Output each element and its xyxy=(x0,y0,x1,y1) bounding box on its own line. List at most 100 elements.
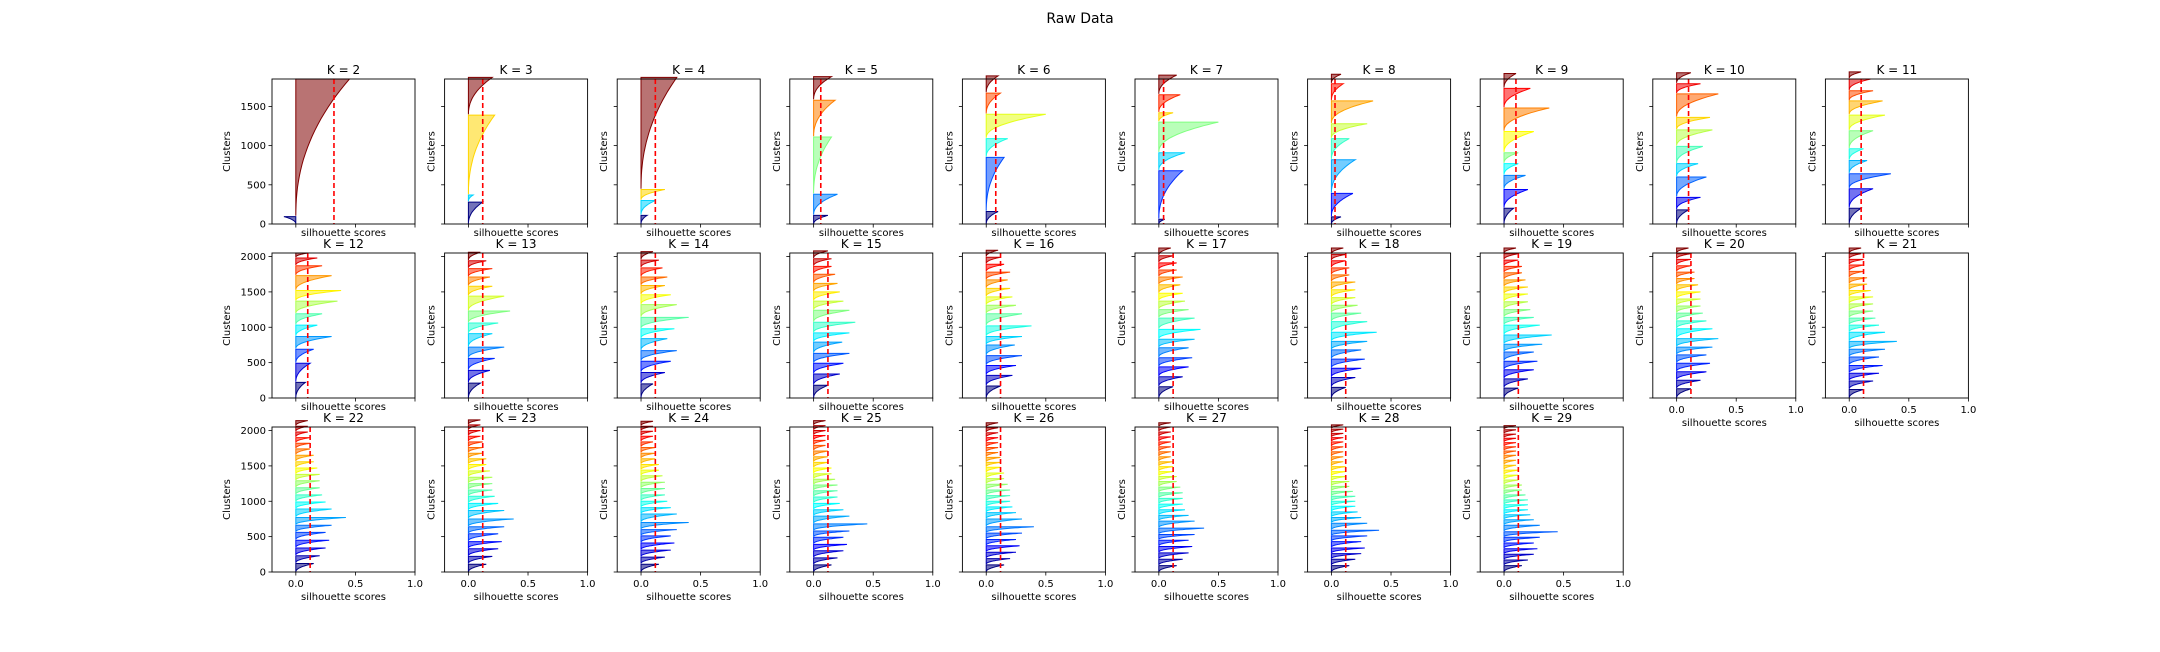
silhouette-cluster xyxy=(985,271,1011,280)
silhouette-cluster xyxy=(1848,356,1880,365)
silhouette-cluster xyxy=(467,476,493,484)
silhouette-cluster xyxy=(467,548,499,556)
subplot-title: K = 28 xyxy=(1359,411,1400,425)
subplot-k4: K = 4 silhouette scores Clusters xyxy=(599,63,761,239)
x-tick-label: 0.5 xyxy=(1728,405,1744,416)
axes-frame xyxy=(271,252,416,399)
silhouette-cluster xyxy=(1330,304,1358,313)
silhouette-cluster xyxy=(1848,296,1874,304)
silhouette-cluster xyxy=(1330,367,1362,377)
silhouette-cluster xyxy=(813,291,840,301)
silhouette-cluster xyxy=(295,480,320,488)
silhouette-cluster xyxy=(813,300,844,310)
axes-frame xyxy=(789,426,934,573)
silhouette-cluster xyxy=(985,256,1001,264)
silhouette-cluster xyxy=(295,431,308,437)
silhouette-cluster xyxy=(813,136,833,194)
silhouette-cluster xyxy=(1158,357,1193,367)
silhouette-cluster xyxy=(467,357,495,370)
silhouette-cluster xyxy=(1503,548,1538,554)
x-axis-label: silhouette scores xyxy=(474,228,559,239)
x-axis-label: silhouette scores xyxy=(646,228,731,239)
silhouette-cluster xyxy=(640,294,671,305)
axes-frame xyxy=(444,426,589,573)
silhouette-cluster xyxy=(1676,258,1691,266)
silhouette-cluster xyxy=(985,287,1011,297)
silhouette-cluster xyxy=(1503,163,1519,175)
silhouette-cluster xyxy=(467,310,511,323)
silhouette-cluster xyxy=(467,276,491,286)
silhouette-cluster xyxy=(640,328,675,339)
silhouette-cluster xyxy=(295,300,338,314)
silhouette-cluster xyxy=(640,475,663,482)
y-axis-label: Clusters xyxy=(1462,305,1473,346)
silhouette-cluster xyxy=(985,279,1008,288)
subplot-title: K = 7 xyxy=(1190,63,1223,77)
silhouette-cluster xyxy=(1848,348,1886,357)
axes-frame xyxy=(616,426,761,573)
silhouette-cluster xyxy=(640,200,656,215)
subplot-title: K = 26 xyxy=(1013,411,1054,425)
silhouette-cluster xyxy=(1503,433,1517,438)
axes-frame xyxy=(789,78,934,225)
y-tick-label: 1000 xyxy=(241,497,266,508)
subplot-title: K = 20 xyxy=(1704,237,1745,251)
silhouette-cluster xyxy=(1503,286,1528,294)
silhouette-cluster xyxy=(1330,451,1344,457)
silhouette-cluster xyxy=(985,466,1001,473)
silhouette-cluster xyxy=(1676,129,1713,146)
x-axis-label: silhouette scores xyxy=(819,592,904,603)
x-tick-label: 0.0 xyxy=(1496,579,1512,590)
y-tick-label: 1500 xyxy=(241,287,266,298)
silhouette-cluster xyxy=(1158,376,1183,387)
subplot-title: K = 22 xyxy=(323,411,364,425)
silhouette-cluster xyxy=(1676,362,1711,372)
silhouette-cluster xyxy=(1330,432,1344,438)
silhouette-cluster xyxy=(1503,107,1550,131)
x-axis-label: silhouette scores xyxy=(1682,228,1767,239)
silhouette-cluster xyxy=(1676,176,1707,197)
subplot-title: K = 17 xyxy=(1186,237,1227,251)
subplot-k16: K = 16 silhouette scores Clusters xyxy=(944,237,1106,413)
silhouette-cluster xyxy=(1330,297,1356,305)
axes-frame xyxy=(616,78,761,225)
silhouette-cluster xyxy=(1503,494,1526,501)
silhouette-cluster xyxy=(1503,504,1528,511)
silhouette-cluster xyxy=(1330,192,1354,217)
silhouette-cluster xyxy=(813,321,856,333)
subplot-k15: K = 15 silhouette scores Clusters xyxy=(772,237,934,413)
silhouette-cluster xyxy=(640,447,656,453)
silhouette-cluster xyxy=(1158,292,1183,301)
subplot-title: K = 6 xyxy=(1017,63,1050,77)
x-tick-label: 1.0 xyxy=(1270,579,1286,590)
silhouette-cluster xyxy=(1330,340,1368,350)
axes-frame xyxy=(1652,252,1797,399)
x-tick-label: 0.5 xyxy=(520,579,536,590)
subplot-k21: K = 21 0.0 0.5 1.0 silhouette scores Clusters xyxy=(1807,237,1976,429)
x-tick-label: 1.0 xyxy=(752,579,768,590)
silhouette-cluster xyxy=(467,322,499,334)
silhouette-cluster xyxy=(640,316,689,329)
silhouette-cluster xyxy=(985,461,1001,467)
silhouette-cluster xyxy=(467,435,481,442)
silhouette-cluster xyxy=(1848,277,1868,284)
y-tick-label: 2000 xyxy=(241,252,266,263)
y-tick-label: 1000 xyxy=(241,141,266,152)
axes-frame xyxy=(271,78,416,225)
silhouette-cluster xyxy=(985,495,1011,501)
silhouette-cluster xyxy=(985,539,1017,546)
silhouette-cluster xyxy=(1330,461,1344,466)
silhouette-cluster xyxy=(1503,479,1519,485)
silhouette-cluster xyxy=(1848,188,1874,208)
subplot-title: K = 18 xyxy=(1359,237,1400,251)
silhouette-cluster xyxy=(1158,94,1181,112)
silhouette-cluster xyxy=(1158,422,1171,427)
silhouette-cluster xyxy=(1676,93,1719,117)
silhouette-cluster xyxy=(1158,486,1181,493)
x-tick-label: 0.0 xyxy=(1323,579,1339,590)
silhouette-cluster xyxy=(813,420,826,425)
x-axis-label: silhouette scores xyxy=(646,592,731,603)
silhouette-cluster xyxy=(1158,461,1174,466)
y-axis-label: Clusters xyxy=(944,305,955,346)
silhouette-cluster xyxy=(640,535,671,543)
